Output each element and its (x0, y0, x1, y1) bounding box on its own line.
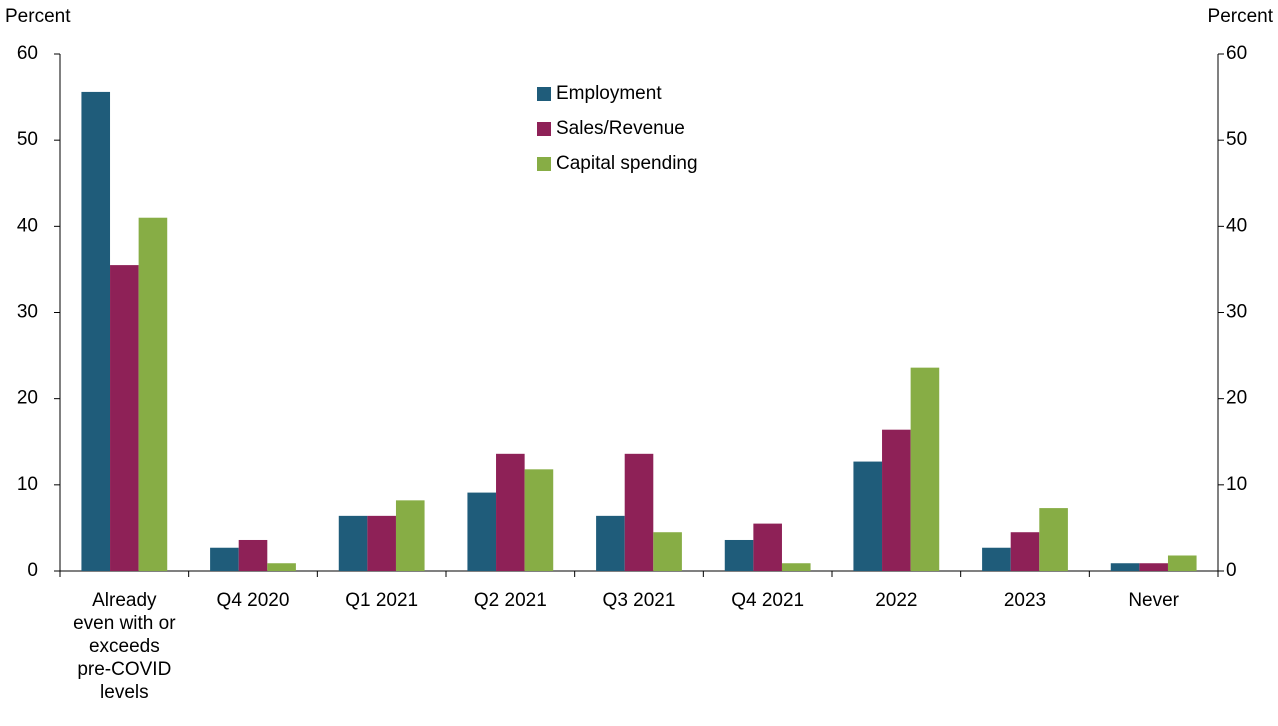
bar (338, 515, 368, 571)
x-tick-label: 2023 (1003, 590, 1047, 611)
x-tick-label: Q4 2020 (216, 590, 290, 611)
x-tick-label: Q2 2021 (473, 590, 547, 611)
bar (596, 515, 625, 571)
y-tick-label: 10 (17, 474, 38, 495)
bar (781, 563, 811, 571)
bar (395, 500, 425, 571)
bar (267, 563, 296, 571)
y2-tick-label: 10 (1226, 474, 1247, 495)
bar (910, 367, 940, 571)
bar (524, 469, 554, 571)
bar (982, 547, 1011, 571)
bar (367, 515, 396, 571)
y2-tick-label: 60 (1226, 43, 1247, 64)
legend-label: Capital spending (556, 153, 698, 174)
bar (1010, 532, 1040, 571)
x-tick-label: Q3 2021 (602, 590, 676, 611)
bar (753, 523, 782, 571)
x-tick-label: Q1 2021 (345, 590, 419, 611)
bar (1167, 555, 1197, 571)
bar (81, 91, 111, 571)
bar (1110, 563, 1140, 571)
legend-swatch (537, 87, 551, 101)
y-tick-label: 20 (17, 388, 38, 409)
legend-swatch (537, 157, 551, 171)
bar (882, 429, 911, 571)
x-tick-label: Already even with or exceeds pre-COVID l… (73, 590, 176, 703)
y-tick-label: 50 (17, 129, 38, 150)
legend-swatch (537, 122, 551, 136)
y-tick-label: 60 (17, 43, 38, 64)
bar (210, 547, 239, 571)
y-tick-label: 40 (17, 215, 38, 236)
bar (238, 539, 268, 571)
bar (653, 532, 682, 571)
y2-tick-label: 0 (1226, 560, 1237, 581)
legend-label: Employment (556, 83, 662, 104)
bar (853, 461, 883, 571)
bar (1039, 508, 1068, 571)
x-tick-label: 2022 (875, 590, 918, 611)
y-axis-label: Percent (5, 6, 71, 27)
bar (110, 265, 139, 571)
x-tick-label: Never (1128, 590, 1179, 611)
bar (496, 453, 525, 571)
bar (1139, 563, 1168, 571)
y-tick-label: 30 (17, 302, 38, 323)
y2-tick-label: 50 (1226, 129, 1247, 150)
y-tick-label: 0 (27, 560, 38, 581)
bar (624, 453, 654, 571)
bar (138, 217, 168, 571)
x-tick-label: Q4 2021 (731, 590, 805, 611)
y2-tick-label: 20 (1226, 388, 1247, 409)
bar (467, 492, 497, 571)
y2-tick-label: 40 (1226, 215, 1247, 236)
legend-label: Sales/Revenue (556, 118, 685, 139)
y2-axis-label: Percent (1208, 6, 1274, 27)
y2-tick-label: 30 (1226, 302, 1247, 323)
bar (724, 539, 754, 571)
